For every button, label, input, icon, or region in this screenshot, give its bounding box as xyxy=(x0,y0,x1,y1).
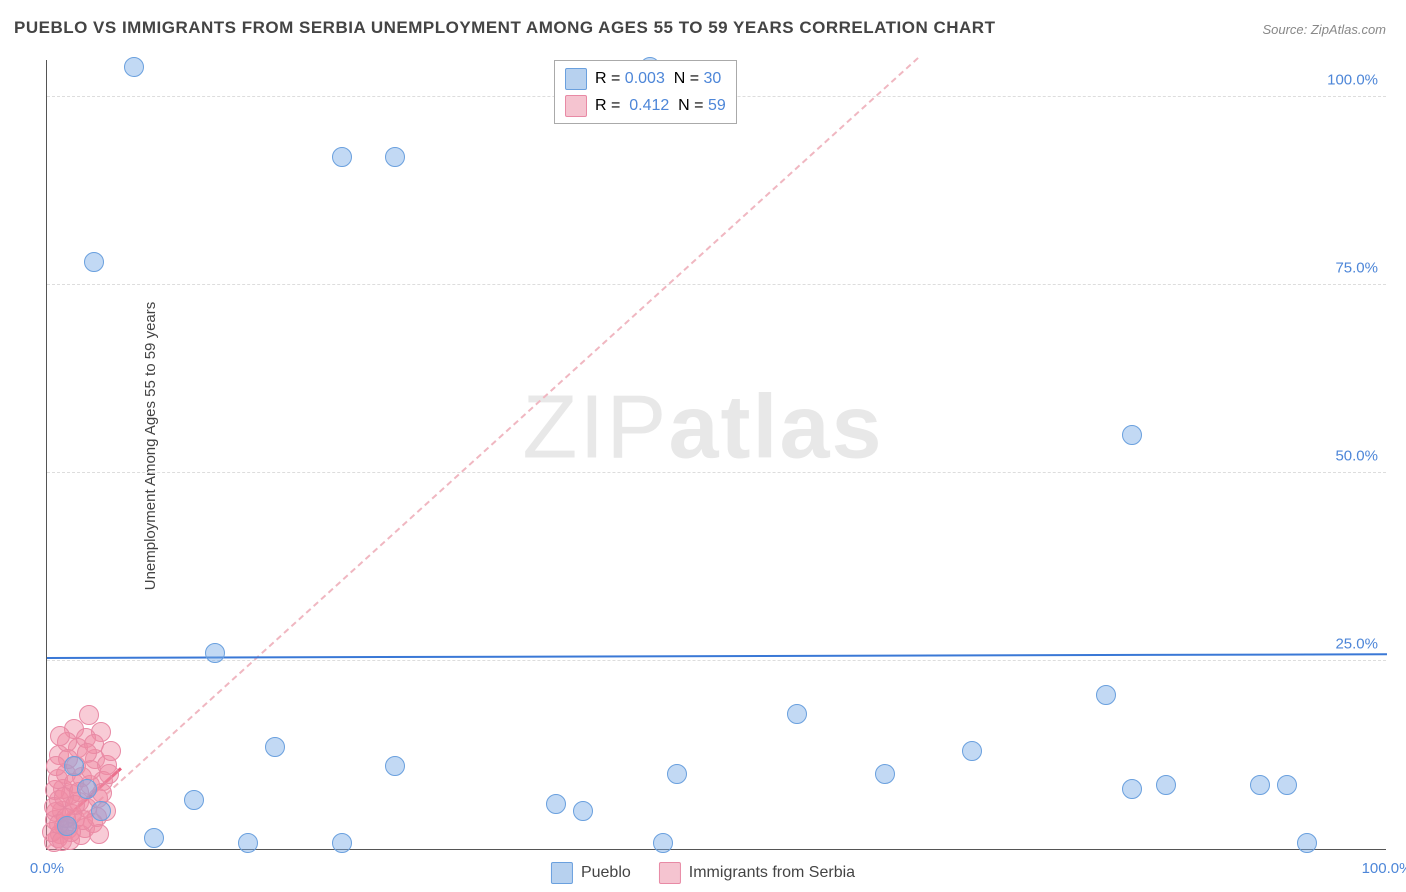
point-pueblo xyxy=(1277,775,1297,795)
point-pueblo xyxy=(1156,775,1176,795)
legend-row-blue: R = 0.003 N = 30 xyxy=(565,65,726,92)
point-pueblo xyxy=(64,756,84,776)
y-tick-label: 50.0% xyxy=(1335,447,1378,464)
point-pueblo xyxy=(667,764,687,784)
point-serbia xyxy=(89,824,109,844)
point-pueblo xyxy=(875,764,895,784)
point-pueblo xyxy=(144,828,164,848)
chart-title: PUEBLO VS IMMIGRANTS FROM SERBIA UNEMPLO… xyxy=(14,18,995,38)
point-pueblo xyxy=(1096,685,1116,705)
legend-row-pink: R = 0.412 N = 59 xyxy=(565,92,726,119)
y-tick-label: 75.0% xyxy=(1335,259,1378,276)
gridline xyxy=(47,660,1386,661)
gridline xyxy=(47,472,1386,473)
swatch-pink xyxy=(565,95,587,117)
point-serbia xyxy=(99,764,119,784)
point-pueblo xyxy=(238,833,258,853)
point-serbia xyxy=(50,726,70,746)
point-pueblo xyxy=(962,741,982,761)
swatch-blue xyxy=(551,862,573,884)
point-pueblo xyxy=(332,147,352,167)
point-pueblo xyxy=(385,147,405,167)
point-pueblo xyxy=(1122,779,1142,799)
point-pueblo xyxy=(653,833,673,853)
point-pueblo xyxy=(184,790,204,810)
point-pueblo xyxy=(57,816,77,836)
point-pueblo xyxy=(1250,775,1270,795)
series-legend: Pueblo Immigrants from Serbia xyxy=(551,862,855,884)
legend-item-serbia: Immigrants from Serbia xyxy=(659,862,855,884)
point-pueblo xyxy=(1297,833,1317,853)
plot-area: 25.0%50.0%75.0%100.0%0.0%100.0% xyxy=(46,60,1386,850)
trendline xyxy=(46,57,918,848)
point-serbia xyxy=(101,741,121,761)
point-pueblo xyxy=(124,57,144,77)
point-pueblo xyxy=(265,737,285,757)
y-tick-label: 100.0% xyxy=(1327,71,1378,88)
x-tick-label: 0.0% xyxy=(30,860,64,877)
point-pueblo xyxy=(385,756,405,776)
correlation-legend: R = 0.003 N = 30 R = 0.412 N = 59 xyxy=(554,60,737,124)
y-tick-label: 25.0% xyxy=(1335,635,1378,652)
swatch-blue xyxy=(565,68,587,90)
point-pueblo xyxy=(84,252,104,272)
point-pueblo xyxy=(787,704,807,724)
point-pueblo xyxy=(77,779,97,799)
point-pueblo xyxy=(205,643,225,663)
point-pueblo xyxy=(573,801,593,821)
trendline xyxy=(47,653,1387,659)
point-pueblo xyxy=(91,801,111,821)
point-pueblo xyxy=(546,794,566,814)
x-tick-label: 100.0% xyxy=(1362,860,1406,877)
point-pueblo xyxy=(1122,425,1142,445)
point-pueblo xyxy=(332,833,352,853)
gridline xyxy=(47,284,1386,285)
legend-item-pueblo: Pueblo xyxy=(551,862,631,884)
swatch-pink xyxy=(659,862,681,884)
chart-source: Source: ZipAtlas.com xyxy=(1262,22,1386,37)
